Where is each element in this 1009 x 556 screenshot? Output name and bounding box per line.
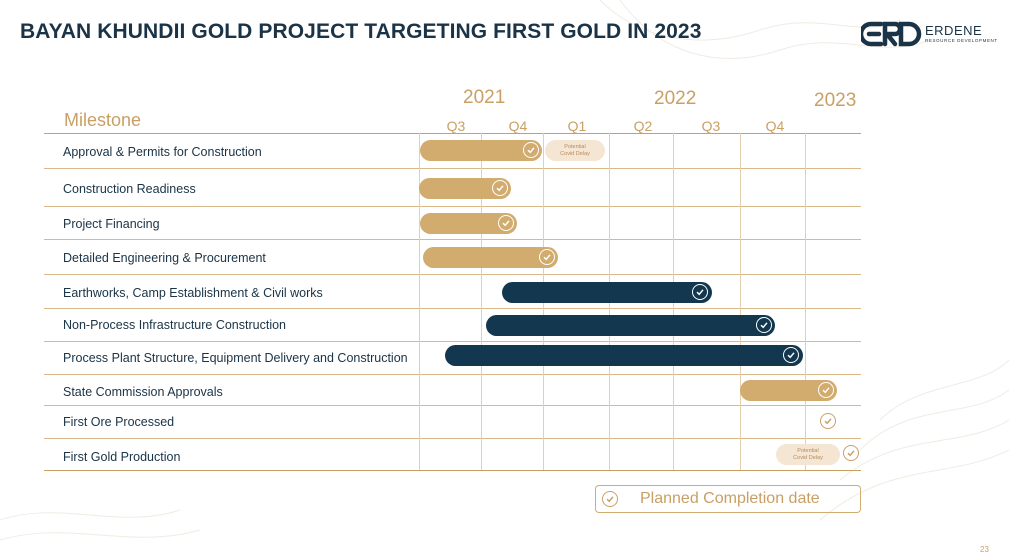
gantt-bar-process-plant [445, 345, 803, 366]
covid-delay-note-line1: Potential [797, 447, 819, 454]
milestone-label-non-process-infrastructure: Non-Process Infrastructure Construction [63, 318, 287, 332]
covid-delay-note-line2: Covid Delay [560, 150, 590, 157]
check-circle-icon [523, 142, 539, 158]
header-rule [44, 133, 861, 134]
check-circle-icon [820, 413, 836, 429]
row-divider [44, 206, 861, 207]
table-bottom-rule [44, 470, 861, 471]
row-divider [44, 239, 861, 240]
covid-delay-note: Potential Covid Delay [776, 444, 840, 465]
quarter-q3-2022: Q3 [701, 118, 721, 134]
gantt-bar-state-commission [740, 380, 837, 401]
grid-column-line [740, 133, 741, 470]
page-number: 23 [980, 545, 989, 554]
year-2022: 2022 [654, 88, 697, 109]
check-circle-icon [602, 491, 618, 507]
logo-wordmark: ERDENE [925, 23, 983, 38]
milestone-column-header: Milestone [64, 110, 142, 130]
check-circle-icon [818, 382, 834, 398]
covid-delay-note-line2: Covid Delay [793, 454, 823, 461]
covid-delay-note-line1: Potential [564, 143, 586, 150]
check-circle-icon [756, 317, 772, 333]
grid-column-line [419, 133, 420, 470]
quarter-q3-2021: Q3 [446, 118, 466, 134]
legend-box: Planned Completion date [595, 485, 861, 513]
row-divider [44, 374, 861, 375]
row-divider [44, 438, 861, 439]
check-circle-icon [492, 180, 508, 196]
row-divider [44, 405, 861, 406]
erdene-logo-icon [861, 21, 922, 47]
quarter-q2-2022: Q2 [633, 118, 653, 134]
row-divider [44, 341, 861, 342]
milestone-label-earthworks: Earthworks, Camp Establishment & Civil w… [63, 286, 323, 300]
quarter-q4-2021: Q4 [508, 118, 528, 134]
logo-tagline: RESOURCE DEVELOPMENT [925, 38, 998, 43]
check-circle-icon [498, 215, 514, 231]
milestone-label-construction-readiness: Construction Readiness [63, 182, 196, 196]
gantt-bar-detailed-engineering [423, 247, 558, 268]
quarter-q1-2022: Q1 [567, 118, 587, 134]
milestone-label-detailed-engineering: Detailed Engineering & Procurement [63, 251, 266, 265]
gantt-bar-construction-readiness [419, 178, 511, 199]
gantt-bar-project-financing [420, 213, 517, 234]
check-circle-icon [843, 445, 859, 461]
milestone-label-first-gold: First Gold Production [63, 450, 181, 464]
gantt-bar-approvals [420, 140, 542, 161]
year-2021: 2021 [463, 87, 506, 108]
check-circle-icon [692, 284, 708, 300]
gantt-bar-non-process-infrastructure [486, 315, 775, 336]
grid-column-line [481, 133, 482, 470]
milestone-label-first-ore: First Ore Processed [63, 415, 175, 429]
check-circle-icon [783, 347, 799, 363]
milestone-label-state-commission: State Commission Approvals [63, 385, 223, 399]
page-title: BAYAN KHUNDII GOLD PROJECT TARGETING FIR… [20, 20, 702, 43]
row-divider [44, 168, 861, 169]
milestone-label-approvals: Approval & Permits for Construction [63, 145, 262, 159]
covid-delay-note: Potential Covid Delay [545, 140, 605, 161]
legend-label: Planned Completion date [640, 490, 820, 507]
year-2023: 2023 [814, 90, 857, 111]
grid-column-line [805, 133, 806, 470]
milestone-label-project-financing: Project Financing [63, 217, 160, 231]
milestone-label-process-plant: Process Plant Structure, Equipment Deliv… [63, 351, 408, 365]
row-divider [44, 308, 861, 309]
check-circle-icon [539, 249, 555, 265]
gantt-bar-earthworks [502, 282, 712, 303]
quarter-q4-2022: Q4 [765, 118, 785, 134]
row-divider [44, 274, 861, 275]
